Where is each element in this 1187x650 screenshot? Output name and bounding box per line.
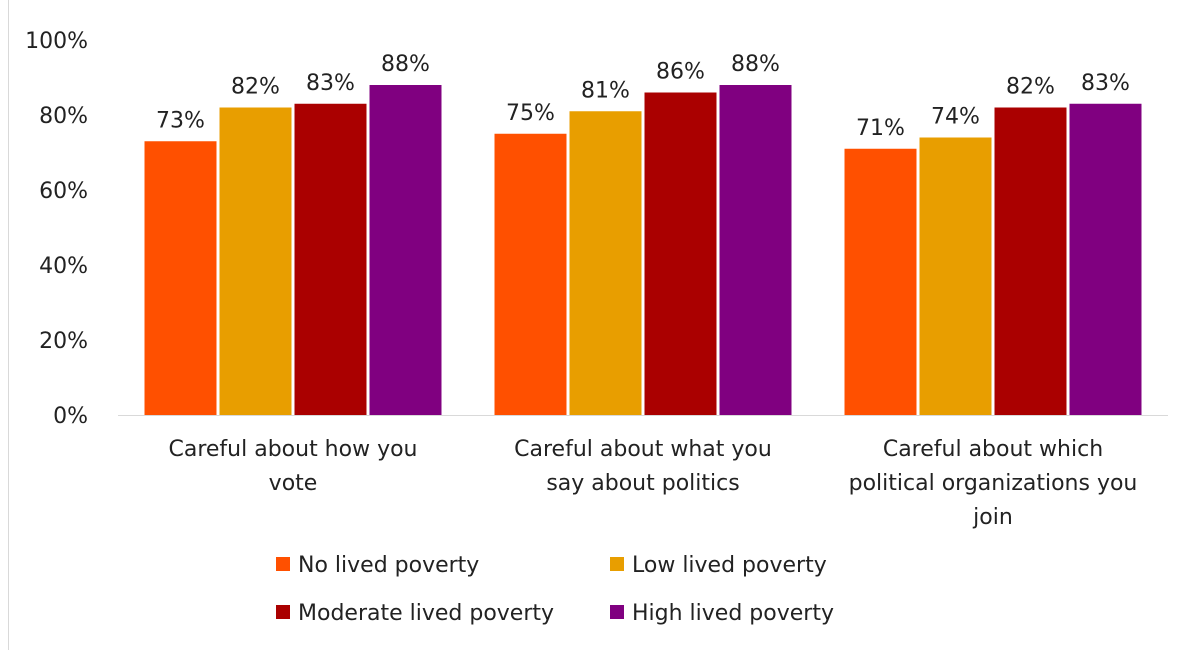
legend: No lived poverty Low lived poverty Moderat… [276, 553, 834, 626]
y-axis: 0% 20% 40% 60% 80% 100% [25, 29, 88, 429]
y-tick-label: 60% [39, 179, 88, 204]
legend-swatch [276, 605, 290, 619]
legend-swatch [610, 605, 624, 619]
category-label: Careful about which political organizatio… [849, 437, 1138, 530]
bar [719, 85, 792, 415]
bar [1069, 103, 1142, 415]
bar [369, 85, 442, 415]
bar [294, 103, 367, 415]
data-label: 71% [856, 116, 905, 141]
legend-swatch [610, 557, 624, 571]
data-label: 82% [231, 75, 280, 100]
data-label: 83% [306, 71, 355, 96]
legend-label: No lived poverty [298, 553, 479, 578]
category-label: Careful about how you vote [168, 437, 417, 496]
category-label: Careful about what you say about politics [514, 437, 772, 496]
data-label: 83% [1081, 71, 1130, 96]
data-label: 81% [581, 78, 630, 103]
data-label: 82% [1006, 75, 1055, 100]
y-tick-label: 100% [25, 29, 88, 54]
y-tick-label: 80% [39, 104, 88, 129]
bar [144, 141, 217, 415]
data-label: 88% [381, 52, 430, 77]
data-label: 74% [931, 105, 980, 130]
bar [994, 107, 1067, 415]
legend-label: Low lived poverty [632, 553, 827, 578]
bar-group [144, 85, 1142, 415]
bar [494, 133, 567, 415]
data-label: 75% [506, 101, 555, 126]
bar [569, 111, 642, 415]
bar [919, 137, 992, 415]
legend-label: Moderate lived poverty [298, 601, 554, 626]
x-axis: Careful about how you vote Careful about w… [168, 437, 1137, 530]
y-tick-label: 40% [39, 254, 88, 279]
y-tick-label: 20% [39, 329, 88, 354]
legend-label: High lived poverty [632, 601, 834, 626]
bar [844, 148, 917, 415]
bar [644, 92, 717, 415]
frame-left-border [8, 0, 9, 650]
y-tick-label: 0% [53, 404, 88, 429]
bar [219, 107, 292, 415]
data-labels: 73% 82% 83% 88% 75% 81% 86% 88% 71% 74% 82% 83% [156, 52, 1130, 141]
data-label: 86% [656, 60, 705, 85]
data-label: 73% [156, 108, 205, 133]
legend-swatch [276, 557, 290, 571]
data-label: 88% [731, 52, 780, 77]
